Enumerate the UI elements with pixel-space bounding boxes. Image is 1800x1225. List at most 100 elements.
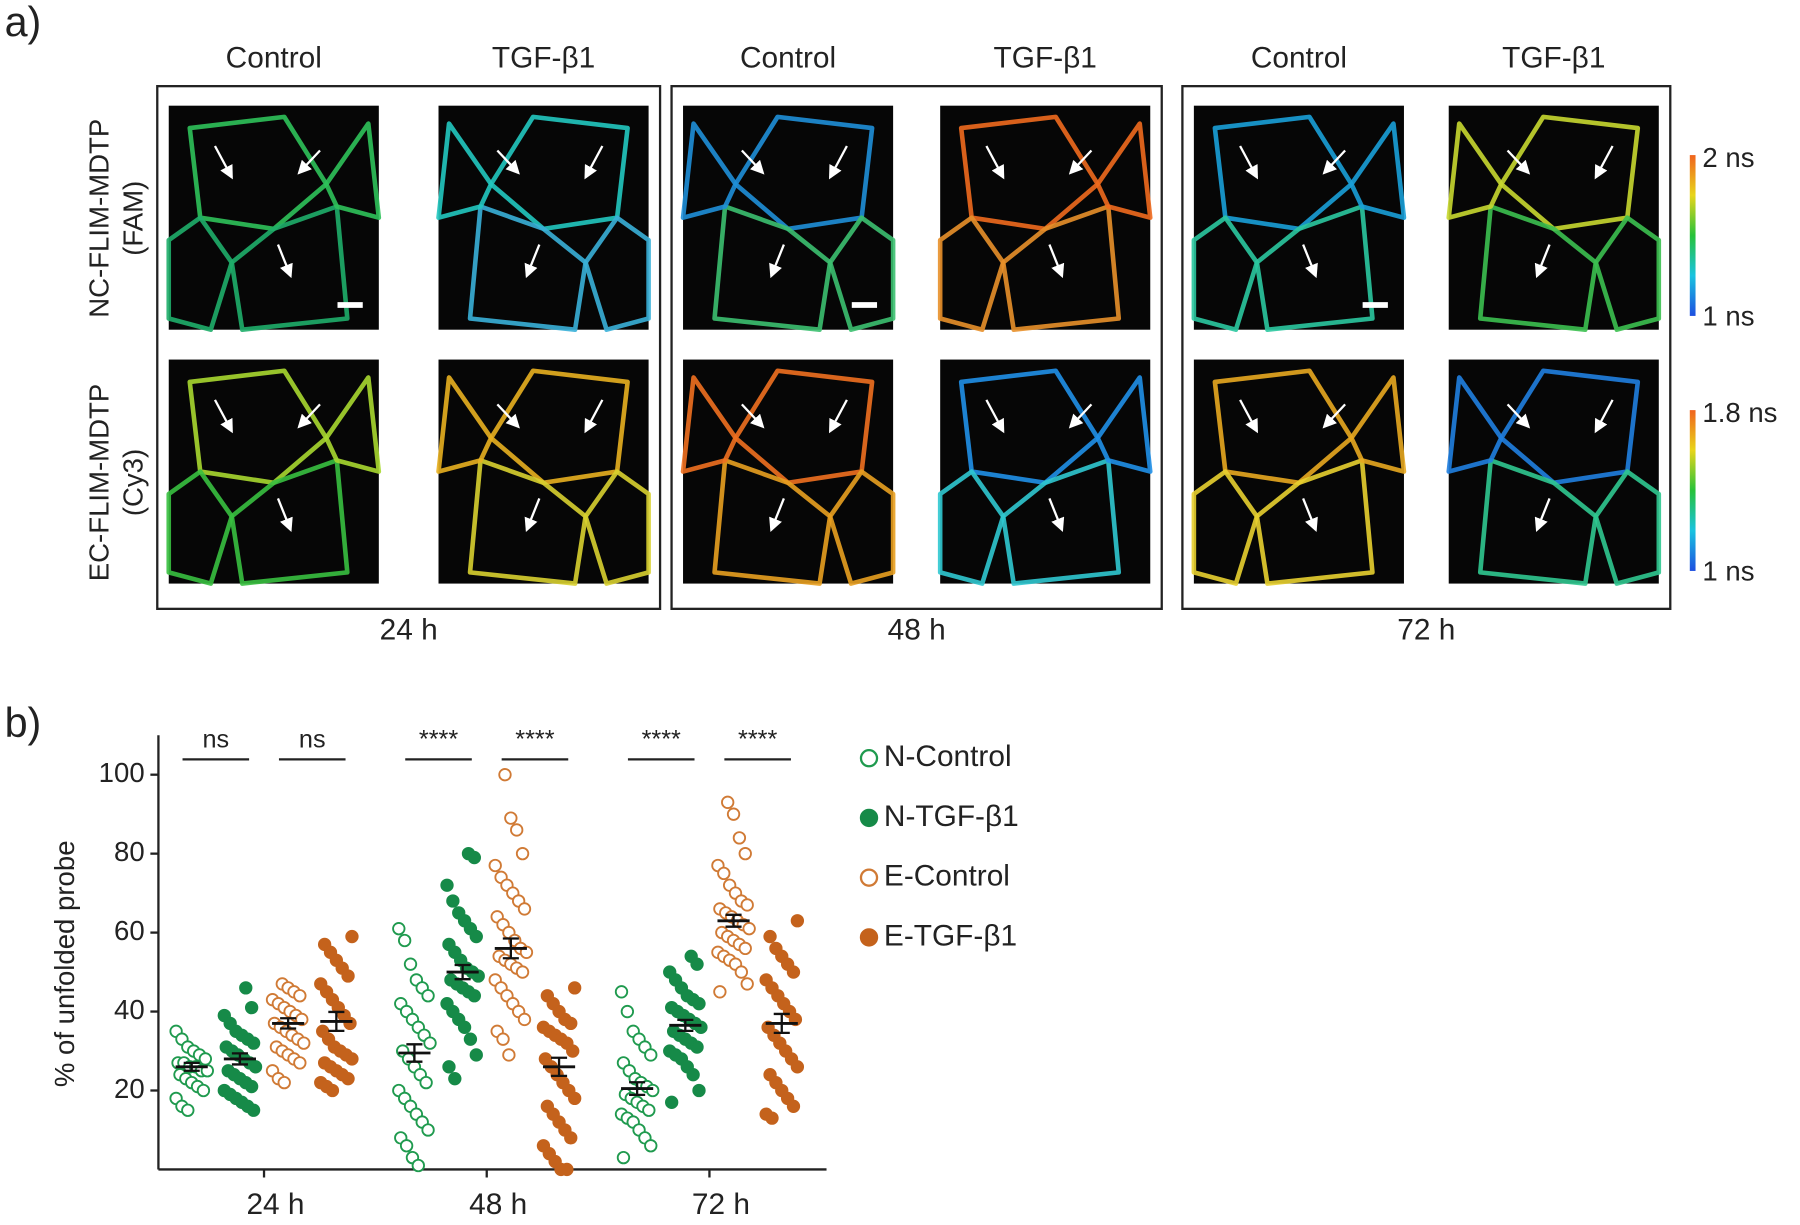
- arrow: [496, 403, 520, 429]
- cell-membrane: [187, 368, 329, 486]
- significance-label: ****: [642, 726, 681, 754]
- arrow: [1048, 498, 1065, 532]
- arrow: [829, 145, 848, 180]
- arrow: [297, 403, 321, 429]
- row-label: (Cy3): [118, 449, 149, 516]
- data-point: [742, 921, 756, 936]
- data-point: [642, 1103, 656, 1117]
- data-point: [517, 902, 532, 916]
- data-point: [341, 1071, 355, 1086]
- cell-membrane: [1000, 458, 1122, 586]
- arrow: [985, 145, 1005, 180]
- arrow: [741, 149, 765, 175]
- data-point: [293, 1056, 307, 1070]
- row-label: NC-FLIM-MDTP: [83, 119, 114, 318]
- data-point: [297, 1036, 311, 1050]
- cell-membrane: [324, 121, 382, 220]
- data-point: [397, 933, 412, 948]
- cell-membrane: [712, 204, 833, 332]
- cell-membrane: [324, 375, 382, 474]
- arrow: [1302, 244, 1318, 279]
- x-tick-label: 72 h: [692, 1188, 750, 1220]
- cell-membrane: [436, 121, 494, 220]
- panel-label: b): [5, 700, 42, 746]
- data-point: [686, 1068, 700, 1082]
- legend-marker: [859, 808, 879, 828]
- arrow: [769, 498, 785, 532]
- cell-membrane: [1446, 375, 1504, 474]
- data-point: [790, 914, 805, 928]
- arrow: [1594, 399, 1614, 434]
- data-point: [515, 846, 530, 861]
- cell-membrane: [680, 121, 738, 220]
- arrow: [213, 399, 233, 434]
- cell-membrane: [937, 469, 1006, 586]
- data-point: [488, 858, 502, 873]
- data-point: [510, 823, 524, 837]
- data-point: [343, 1016, 357, 1031]
- cell-membrane: [166, 215, 235, 332]
- data-point: [403, 957, 418, 971]
- data-point: [713, 985, 727, 999]
- data-point: [448, 1071, 462, 1086]
- data-point: [568, 1091, 582, 1106]
- cell-membrane: [1349, 375, 1407, 474]
- arrow: [524, 498, 541, 532]
- cell-membrane: [488, 114, 630, 232]
- data-point: [467, 989, 481, 1003]
- cell-membrane: [1498, 368, 1641, 486]
- x-tick-label: 24 h: [246, 1188, 304, 1220]
- panel-label: a): [5, 0, 42, 45]
- y-axis-label: % of unfolded probe: [49, 840, 80, 1087]
- cell-membrane: [937, 215, 1006, 332]
- legend-label: N-TGF-β1: [884, 800, 1019, 833]
- data-point: [646, 1083, 660, 1098]
- time-label: 72 h: [1397, 614, 1455, 647]
- data-point: [616, 1150, 631, 1165]
- data-point: [692, 996, 706, 1011]
- cell-membrane: [1254, 204, 1375, 332]
- arrow: [1322, 403, 1346, 429]
- data-point: [690, 957, 704, 971]
- cell-membrane: [583, 469, 651, 586]
- cell-membrane: [1477, 458, 1599, 586]
- data-point: [566, 1044, 580, 1058]
- cell-membrane: [187, 114, 329, 232]
- cell-membrane: [1191, 215, 1260, 332]
- column-header: Control: [226, 42, 322, 75]
- significance-label: ****: [515, 726, 554, 754]
- colorbar: [1689, 155, 1696, 316]
- cell-membrane: [229, 204, 350, 332]
- cell-membrane: [733, 114, 875, 232]
- cell-membrane: [488, 368, 630, 486]
- cell-membrane: [1593, 469, 1662, 586]
- data-point: [423, 1036, 437, 1050]
- data-point: [239, 981, 253, 995]
- cell-membrane: [1212, 368, 1354, 486]
- data-point: [196, 1083, 211, 1098]
- time-label: 24 h: [380, 614, 438, 647]
- data-point: [198, 1052, 213, 1066]
- legend-label: E-Control: [884, 860, 1010, 893]
- data-point: [734, 965, 749, 979]
- cell-membrane: [733, 368, 875, 486]
- cell-membrane: [1095, 121, 1153, 220]
- arrow: [1506, 403, 1531, 429]
- arrow: [297, 149, 321, 175]
- data-point: [644, 1139, 658, 1153]
- arrow: [1239, 145, 1258, 180]
- arrow: [1068, 403, 1093, 429]
- cell-membrane: [712, 458, 833, 586]
- cell-membrane: [827, 215, 896, 332]
- data-point: [246, 1036, 261, 1050]
- data-point: [721, 795, 735, 809]
- time-label: 48 h: [888, 614, 946, 647]
- data-point: [560, 1162, 574, 1177]
- arrow: [1594, 145, 1614, 180]
- legend-label: E-TGF-β1: [884, 919, 1017, 952]
- cell-membrane: [1000, 204, 1122, 332]
- arrow: [1302, 498, 1318, 532]
- cell-membrane: [1095, 375, 1153, 474]
